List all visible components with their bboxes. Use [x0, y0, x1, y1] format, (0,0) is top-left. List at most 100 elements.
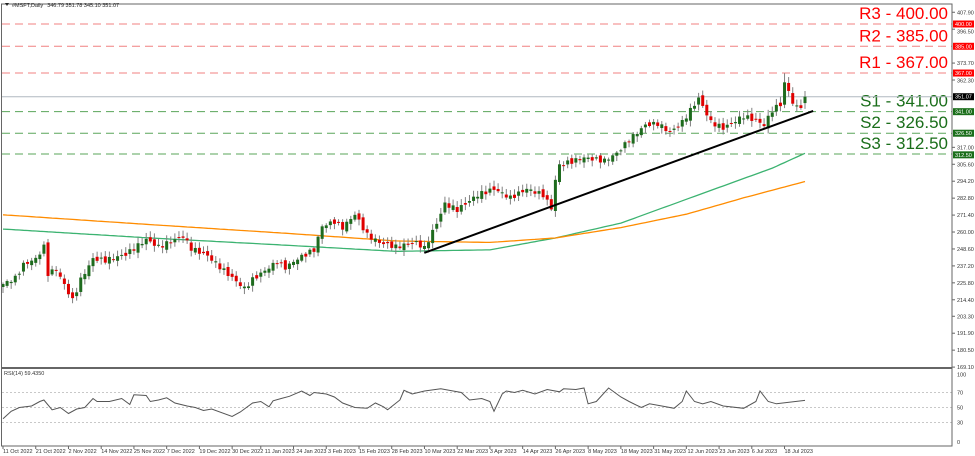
y-tick-label: 271.40 [957, 213, 974, 219]
candle [521, 184, 525, 197]
x-tick-label: 26 Apr 2023 [555, 449, 585, 455]
candle-body [684, 118, 688, 122]
candle-body [778, 102, 782, 107]
candle-body [750, 113, 754, 121]
candle-body [496, 188, 500, 192]
level-price-tag-text: 326.50 [955, 131, 972, 137]
candle [324, 223, 328, 233]
y-tick-label: 169.10 [957, 365, 974, 371]
candle-body [504, 194, 508, 198]
candle-body [472, 196, 476, 201]
candle-body [492, 186, 496, 190]
candle-body [353, 214, 357, 220]
candle [300, 252, 304, 263]
candle-body [451, 205, 455, 210]
y-tick-label: 305.60 [957, 162, 974, 168]
y-tick-label: 260.00 [957, 230, 974, 236]
candle [472, 190, 476, 206]
candle-body [275, 263, 279, 265]
candle [607, 157, 611, 167]
candle-body [144, 238, 148, 245]
rsi-y-tick-label: 70 [957, 391, 963, 397]
candle [124, 247, 128, 261]
candle [762, 118, 766, 130]
candle-body [54, 269, 58, 271]
candle-body [664, 126, 668, 132]
rsi-pane: RSI(14) 59.4350 [2, 371, 952, 423]
candle [75, 287, 79, 301]
candle-body [222, 268, 226, 270]
y-tick-label: 362.30 [957, 79, 974, 85]
candle [79, 272, 83, 297]
candle [648, 119, 652, 128]
candle-body [369, 233, 373, 240]
candle-body [218, 263, 222, 270]
candle [283, 257, 287, 274]
candle-body [124, 252, 128, 256]
candle [480, 185, 484, 203]
candle-body [206, 251, 210, 256]
candle [574, 154, 578, 168]
candle [38, 251, 42, 265]
candle-body [30, 260, 34, 266]
candle [394, 239, 398, 255]
x-tick-label: 2 Nov 2022 [69, 449, 97, 455]
collapse-triangle-icon[interactable] [5, 3, 9, 6]
x-tick-label: 31 May 2023 [654, 449, 686, 455]
candle [770, 106, 774, 122]
candle-body [402, 243, 406, 251]
candle-body [398, 246, 402, 249]
candle [488, 182, 492, 196]
candle-body [598, 155, 602, 163]
candle-body [230, 273, 234, 277]
candle-body [754, 118, 758, 120]
candle [353, 211, 357, 222]
y-tick-label: 396.50 [957, 30, 974, 36]
candle [214, 256, 218, 268]
candle-body [308, 249, 312, 255]
candle [42, 241, 46, 257]
candle-body [181, 236, 185, 238]
candle-body [521, 189, 525, 193]
candle [255, 271, 259, 281]
candle-body [279, 262, 283, 264]
candle-body [1, 284, 5, 288]
x-tick-label: 11 Jan 2023 [265, 449, 295, 455]
candle-body [287, 263, 291, 269]
candle-body [21, 262, 25, 272]
candle [308, 248, 312, 258]
candle [320, 224, 324, 244]
candle-body [676, 126, 680, 128]
candle [312, 246, 316, 258]
candle [247, 282, 251, 290]
candle [603, 156, 606, 165]
candle [791, 87, 795, 107]
candle [680, 115, 684, 132]
candle [578, 155, 582, 165]
moving-average-line-1 [2, 152, 806, 252]
candle-body [623, 142, 627, 149]
candle-body [365, 229, 369, 233]
plot-border [1, 3, 953, 447]
candle-body [197, 247, 201, 254]
candle [705, 99, 709, 122]
candle-body [382, 242, 386, 245]
candle-body [746, 115, 750, 119]
candle-body [799, 105, 803, 109]
candle-body [17, 273, 21, 275]
candle-body [414, 241, 418, 243]
candle-body [136, 243, 140, 253]
y-tick-label: 191.90 [957, 331, 974, 337]
candle [222, 263, 226, 275]
candle [635, 131, 639, 142]
candle [803, 90, 807, 109]
candle [439, 207, 443, 228]
candle [418, 235, 422, 253]
candle-body [242, 286, 246, 289]
candle [447, 197, 451, 214]
candle [54, 266, 58, 277]
y-tick-label: 180.50 [957, 348, 974, 354]
candle [414, 235, 418, 246]
candle [533, 186, 537, 198]
